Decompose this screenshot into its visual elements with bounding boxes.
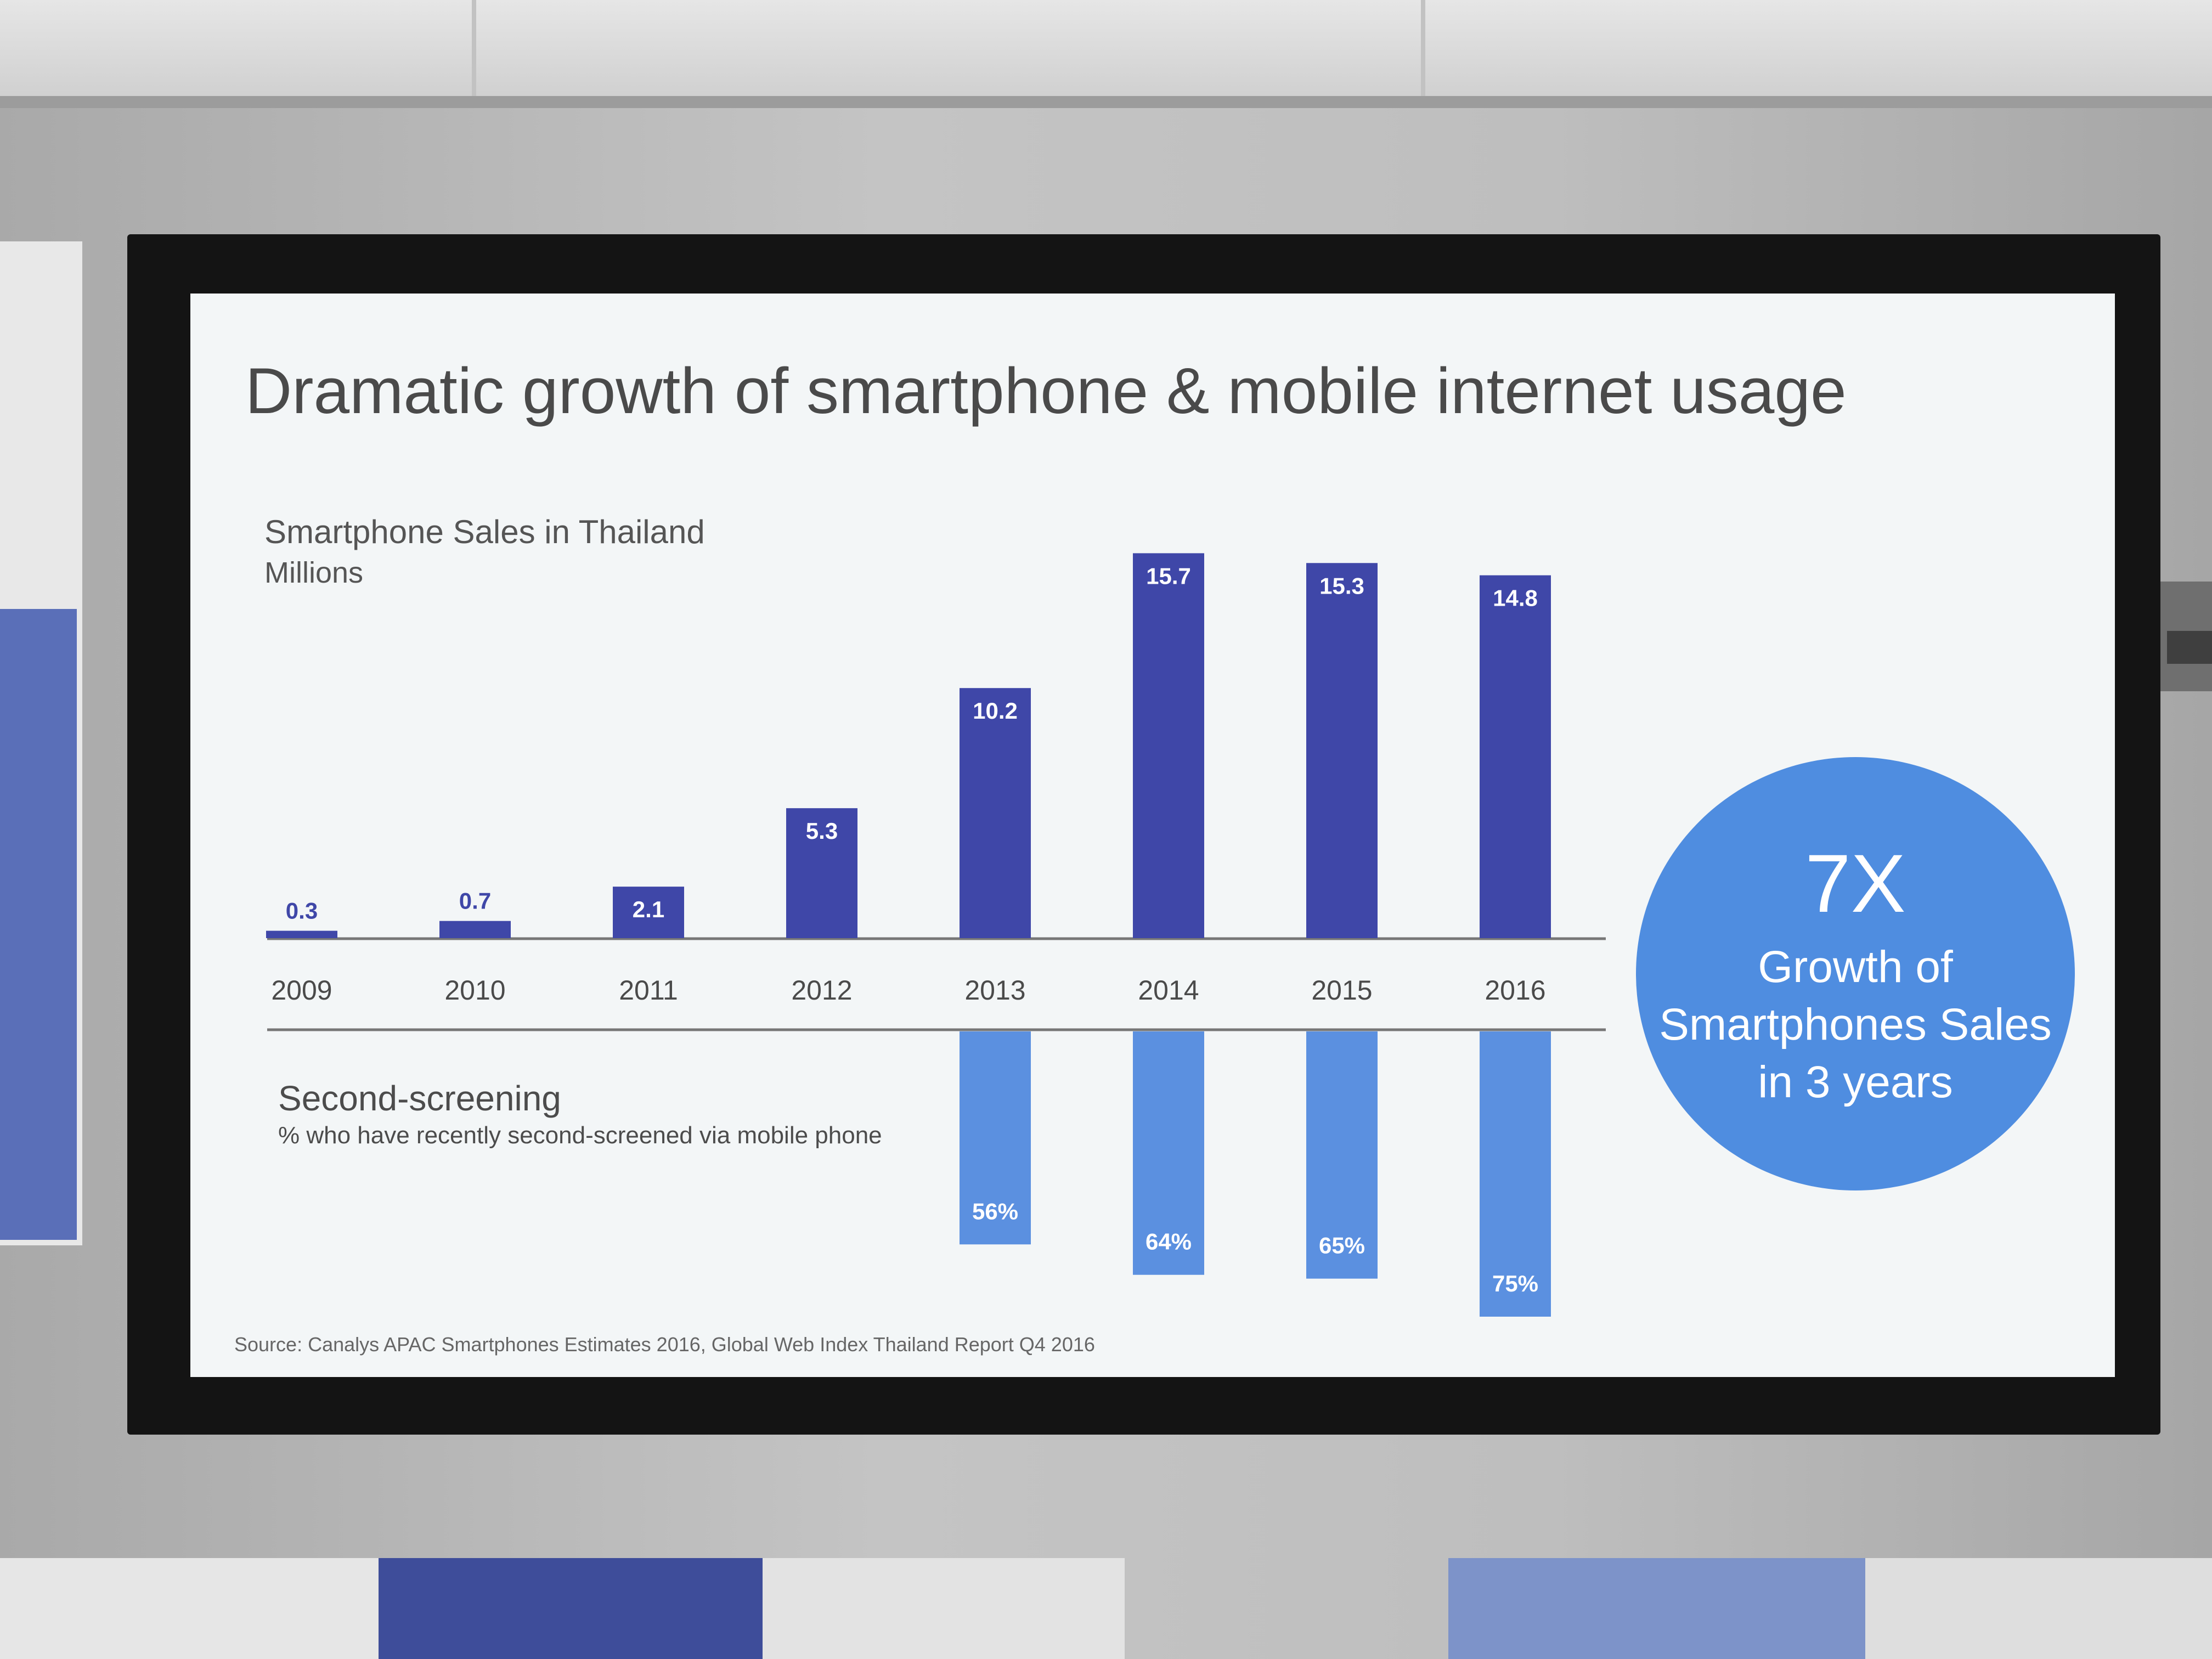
ceiling: [0, 0, 2212, 101]
sales-bar: [266, 930, 337, 938]
sales-bar: [613, 887, 684, 938]
sales-bar: [960, 688, 1031, 938]
bench: [1448, 1558, 1865, 1659]
slide-title: Dramatic growth of smartphone & mobile i…: [245, 355, 1847, 427]
bench: [0, 1558, 379, 1659]
second-screen-bar-label: 75%: [1492, 1271, 1538, 1296]
bench: [763, 1558, 1125, 1659]
sales-bar-label: 10.2: [973, 698, 1018, 724]
x-tick-label: 2013: [964, 975, 1025, 1006]
ceiling-seam: [472, 0, 476, 101]
sales-bar-label: 0.7: [459, 888, 491, 914]
sales-bar: [1133, 553, 1204, 938]
x-tick-label: 2015: [1311, 975, 1372, 1006]
sales-bar: [1480, 575, 1551, 938]
second-screen-bar-label: 56%: [972, 1198, 1018, 1224]
ceiling-seam: [1421, 0, 1425, 101]
sales-bar-label: 2.1: [633, 896, 664, 922]
bench: [1865, 1558, 2212, 1659]
second-screen-bar-label: 64%: [1146, 1229, 1192, 1255]
side-panel-accent: [0, 609, 77, 1240]
x-tick-label: 2016: [1485, 975, 1545, 1006]
x-tick-label: 2010: [444, 975, 505, 1006]
sales-chart-unit: Millions: [264, 556, 364, 589]
x-tick-label: 2009: [271, 975, 332, 1006]
x-tick-label: 2011: [619, 975, 678, 1006]
sales-chart-title: Smartphone Sales in Thailand: [264, 514, 705, 550]
second-screen-title: Second-screening: [278, 1079, 561, 1118]
sales-bar-label: 15.3: [1319, 573, 1364, 599]
chart-canvas: 0.3 2009 0.7 2010 2.1 2011 5.3 2012 10.2 2013 15.7…: [266, 553, 1606, 1317]
second-screen-bar-label: 65%: [1319, 1233, 1365, 1259]
wall-device: [2153, 582, 2212, 691]
second-screen-bar: [1133, 1031, 1204, 1275]
growth-callout-circle: 7X Growth of Smartphones Sales in 3 year…: [1636, 757, 2075, 1190]
presentation-slide: 0.3 2009 0.7 2010 2.1 2011 5.3 2012 10.2 2013 15.7…: [190, 294, 2115, 1377]
growth-multiplier: 7X: [1805, 837, 1906, 929]
sales-bar: [439, 921, 511, 938]
bench: [379, 1558, 763, 1659]
x-tick-label: 2014: [1138, 975, 1199, 1006]
sales-bar: [786, 808, 857, 938]
second-screen-subtitle: % who have recently second-screened via …: [278, 1122, 882, 1149]
sales-bar-label: 0.3: [286, 898, 318, 924]
sales-bar-label: 14.8: [1493, 585, 1538, 611]
growth-callout-text: Growth of Smartphones Sales in 3 years: [1659, 942, 2052, 1107]
second-screen-bar: [1306, 1031, 1378, 1279]
bench-row: [0, 1558, 2212, 1659]
x-tick-label: 2012: [791, 975, 852, 1006]
sales-bar-label: 5.3: [806, 818, 838, 844]
second-screen-bar: [1480, 1031, 1551, 1317]
sales-bar: [1306, 563, 1378, 938]
sales-bar-label: 15.7: [1146, 563, 1191, 589]
source-note: Source: Canalys APAC Smartphones Estimat…: [234, 1333, 1095, 1356]
ceiling-edge: [0, 96, 2212, 108]
second-screen-bar: [960, 1031, 1031, 1245]
